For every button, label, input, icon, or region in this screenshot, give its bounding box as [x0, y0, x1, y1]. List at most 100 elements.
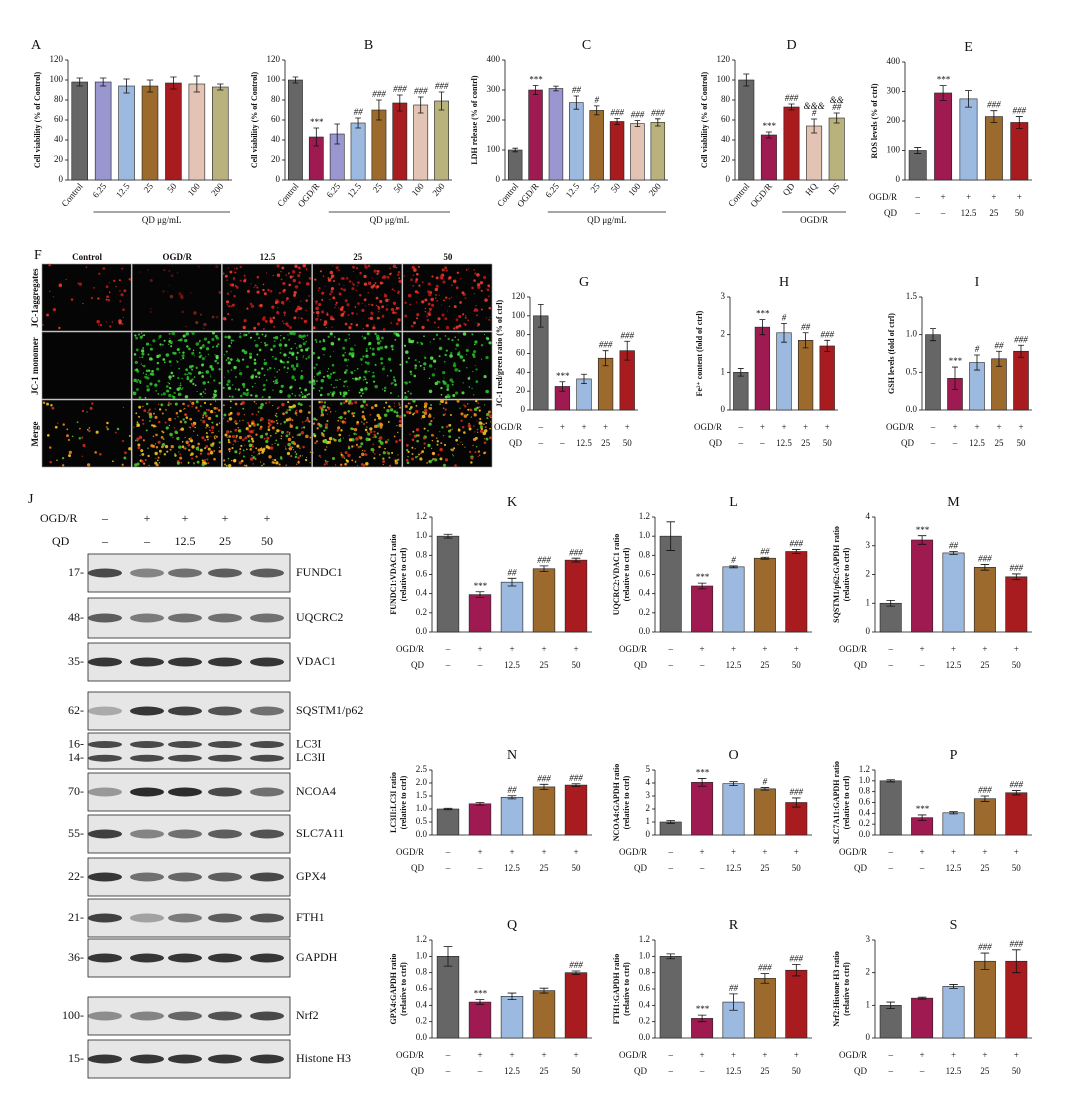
bar — [911, 997, 934, 1039]
cell-signal — [358, 376, 362, 379]
cell-signal — [218, 430, 220, 432]
cell-signal — [136, 381, 139, 383]
cell-signal — [350, 401, 354, 405]
significance-label: *** — [695, 768, 709, 778]
cell-signal — [274, 442, 276, 444]
cell-signal — [394, 459, 397, 462]
condition-value: + — [951, 644, 956, 654]
cell-signal — [270, 348, 273, 351]
cell-signal — [312, 422, 316, 425]
cell-signal — [291, 419, 294, 422]
cell-signal — [243, 274, 246, 277]
cell-signal — [145, 373, 147, 376]
blot-band — [168, 613, 202, 623]
cell-signal — [240, 459, 244, 463]
cell-signal — [278, 463, 281, 466]
cell-signal — [343, 288, 347, 292]
cell-signal — [471, 286, 474, 290]
cell-signal — [270, 419, 274, 424]
cell-signal — [65, 278, 67, 281]
error-bar — [376, 99, 382, 121]
cell-signal — [259, 406, 263, 410]
cell-signal — [294, 285, 299, 289]
cell-signal — [452, 279, 457, 284]
cell-signal — [208, 426, 210, 428]
cell-signal — [167, 390, 170, 393]
bar — [500, 581, 524, 633]
cell-signal — [403, 275, 405, 277]
cell-signal — [286, 297, 289, 300]
cell-signal — [479, 406, 481, 408]
cell-signal — [490, 416, 492, 419]
cell-signal — [489, 316, 491, 318]
cell-signal — [142, 405, 144, 408]
cell-signal — [291, 446, 294, 449]
cell-signal — [472, 370, 474, 373]
cell-signal — [152, 435, 155, 438]
blot-band — [88, 913, 122, 923]
cell-signal — [382, 314, 384, 316]
cell-signal — [195, 320, 199, 325]
significance-label: *** — [948, 356, 962, 366]
cell-signal — [204, 392, 206, 395]
cell-signal — [229, 358, 233, 361]
cell-signal — [240, 403, 243, 406]
cell-signal — [363, 282, 368, 286]
cell-signal — [465, 315, 467, 317]
cell-signal — [392, 376, 396, 379]
y-tick-label: 0.2 — [639, 1016, 650, 1026]
significance-label: ### — [790, 787, 804, 797]
cell-signal — [474, 280, 476, 282]
cell-signal — [137, 333, 141, 336]
cell-signal — [185, 325, 187, 328]
cell-signal — [344, 451, 348, 455]
cell-signal — [408, 380, 411, 384]
cell-signal — [419, 364, 422, 367]
y-tick-label: 0 — [496, 174, 501, 184]
y-tick-label: 400 — [487, 54, 501, 64]
cell-signal — [256, 275, 260, 279]
cell-signal — [115, 285, 117, 288]
cell-signal — [248, 332, 250, 334]
cell-signal — [300, 391, 303, 394]
cell-signal — [94, 451, 97, 454]
cell-signal — [251, 413, 254, 416]
cell-signal — [149, 382, 153, 386]
cell-signal — [95, 430, 99, 434]
cell-signal — [461, 426, 465, 429]
cell-signal — [128, 277, 132, 281]
cell-signal — [271, 443, 273, 445]
cell-signal — [433, 417, 435, 419]
cell-signal — [215, 435, 218, 438]
blot-band — [208, 657, 242, 667]
cell-signal — [195, 322, 197, 324]
condition-value: + — [825, 422, 830, 432]
cell-signal — [212, 331, 215, 335]
bar — [691, 585, 714, 633]
cell-signal — [411, 438, 415, 442]
blot-band — [88, 613, 122, 623]
error-bar — [759, 319, 766, 336]
cell-signal — [147, 411, 149, 414]
cell-signal — [359, 293, 362, 297]
cell-signal — [300, 348, 304, 352]
cell-signal — [185, 368, 188, 372]
condition-value: – — [559, 438, 565, 448]
cell-signal — [320, 400, 324, 404]
cell-signal — [234, 271, 237, 274]
error-bar — [537, 304, 544, 328]
cell-signal — [467, 403, 469, 405]
cell-signal — [113, 279, 116, 282]
cell-signal — [154, 383, 158, 387]
cell-signal — [134, 439, 137, 442]
cell-signal — [79, 427, 81, 430]
cell-signal — [443, 381, 447, 385]
cell-signal — [96, 319, 100, 324]
cell-signal — [429, 356, 434, 360]
y-tick-label: 80 — [271, 94, 281, 104]
cell-signal — [443, 299, 445, 302]
cell-signal — [280, 390, 283, 393]
x-tick-label: 6.25 — [90, 181, 108, 200]
cell-signal — [142, 372, 145, 374]
significance-label: ### — [393, 84, 407, 94]
